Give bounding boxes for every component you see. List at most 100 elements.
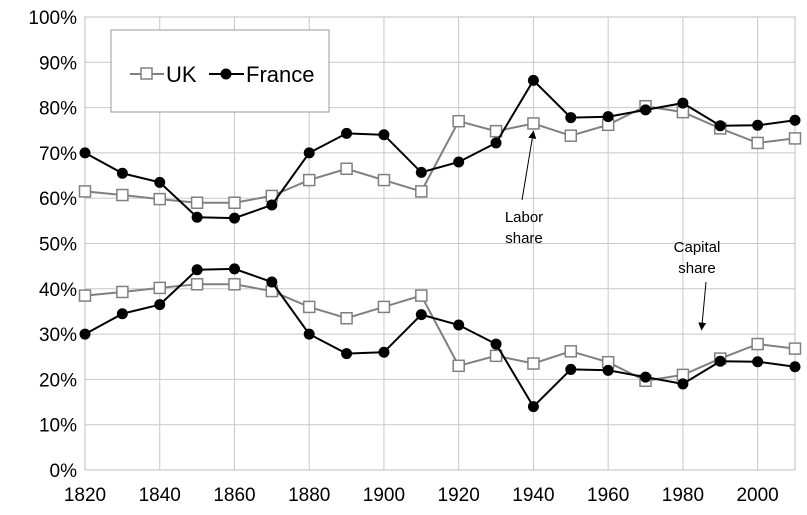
- data-point: [452, 359, 465, 373]
- x-tick-label: 1900: [363, 485, 405, 506]
- data-point: [564, 345, 578, 358]
- data-point: [78, 185, 92, 198]
- plot-area-frame: [84, 16, 796, 471]
- y-tick-label: 60%: [39, 189, 77, 210]
- series-uk-capital: [78, 278, 802, 388]
- data-point: [377, 300, 391, 314]
- legend-uk-label: UK: [166, 62, 197, 87]
- x-tick-label: 1820: [64, 485, 106, 506]
- y-tick-label: 10%: [39, 416, 77, 437]
- data-point: [452, 114, 465, 128]
- y-tick-label: 20%: [39, 370, 77, 391]
- data-point: [752, 119, 764, 131]
- data-point: [527, 117, 540, 130]
- data-point: [788, 132, 802, 145]
- x-tick-label: 1860: [213, 485, 255, 506]
- data-point: [751, 136, 764, 150]
- data-point: [266, 276, 278, 288]
- annotation-line: share: [678, 260, 716, 277]
- data-point: [79, 147, 91, 159]
- data-point: [228, 263, 240, 275]
- data-point: [228, 212, 240, 224]
- series-france-capital: [79, 263, 801, 413]
- data-point: [415, 289, 428, 302]
- data-point: [341, 127, 353, 139]
- data-point: [154, 299, 166, 311]
- data-point: [340, 162, 353, 176]
- y-tick-label: 40%: [39, 280, 77, 301]
- data-point: [378, 129, 390, 141]
- data-point: [303, 147, 315, 159]
- y-tick-label: 50%: [39, 235, 77, 256]
- legend-uk-marker: [140, 67, 153, 80]
- data-point: [303, 328, 315, 340]
- data-point: [527, 357, 540, 370]
- data-point: [527, 401, 539, 413]
- series-line: [84, 267, 796, 409]
- data-point: [602, 111, 614, 123]
- series-line: [84, 78, 796, 220]
- data-point: [228, 196, 241, 209]
- data-point: [190, 196, 204, 209]
- data-point: [341, 348, 353, 360]
- data-point: [489, 349, 503, 363]
- data-point: [788, 342, 802, 355]
- data-point: [378, 346, 390, 358]
- annotation-line: Labor: [505, 209, 543, 226]
- data-point: [415, 309, 427, 321]
- data-point: [490, 338, 502, 350]
- data-point: [78, 289, 92, 302]
- data-point: [714, 355, 726, 367]
- y-axis: 0% 10% 20% 30% 40% 50% 60% 70% 80% 90% 100%: [28, 8, 77, 482]
- data-point: [565, 363, 577, 375]
- data-point: [154, 176, 166, 188]
- legend-france-label: France: [246, 62, 314, 87]
- data-point: [789, 361, 801, 373]
- data-point: [527, 74, 539, 86]
- data-point: [677, 378, 689, 390]
- data-point: [490, 137, 502, 149]
- data-point: [453, 156, 465, 168]
- data-point: [302, 173, 316, 187]
- data-point: [640, 371, 652, 383]
- y-tick-label: 30%: [39, 325, 77, 346]
- series-group: [78, 74, 802, 413]
- annotation-line: Capital: [674, 239, 721, 256]
- capital-share-annotation: Capital share: [674, 239, 721, 277]
- data-point: [565, 112, 577, 124]
- annotation-line: share: [505, 230, 543, 247]
- data-point: [116, 285, 129, 299]
- y-tick-label: 80%: [39, 99, 77, 120]
- data-point: [302, 300, 316, 314]
- x-tick-label: 1840: [139, 485, 181, 506]
- data-point: [714, 120, 726, 132]
- data-point: [789, 114, 801, 126]
- x-tick-label: 1940: [512, 485, 554, 506]
- data-point: [153, 192, 166, 206]
- data-point: [191, 264, 203, 276]
- data-point: [190, 278, 204, 291]
- capital-share-arrow: [698, 281, 707, 331]
- y-tick-label: 90%: [39, 53, 77, 74]
- y-tick-label: 70%: [39, 144, 77, 165]
- x-tick-label: 1880: [288, 485, 330, 506]
- y-tick-label: 100%: [28, 8, 77, 29]
- data-point: [415, 166, 427, 178]
- data-point: [340, 311, 353, 325]
- data-point: [266, 199, 278, 211]
- legend-france-marker: [220, 68, 232, 80]
- data-point: [602, 364, 614, 376]
- data-point: [640, 104, 652, 116]
- data-point: [453, 319, 465, 331]
- data-point: [677, 97, 689, 109]
- legend: UK France: [110, 29, 330, 113]
- labor-share-arrow: [521, 130, 537, 201]
- x-tick-label: 1960: [587, 485, 629, 506]
- series-france-labor: [79, 74, 801, 224]
- data-point: [116, 188, 129, 202]
- x-tick-label: 1920: [438, 485, 480, 506]
- x-tick-label: 1980: [662, 485, 704, 506]
- series-line: [84, 105, 796, 204]
- data-point: [489, 124, 503, 138]
